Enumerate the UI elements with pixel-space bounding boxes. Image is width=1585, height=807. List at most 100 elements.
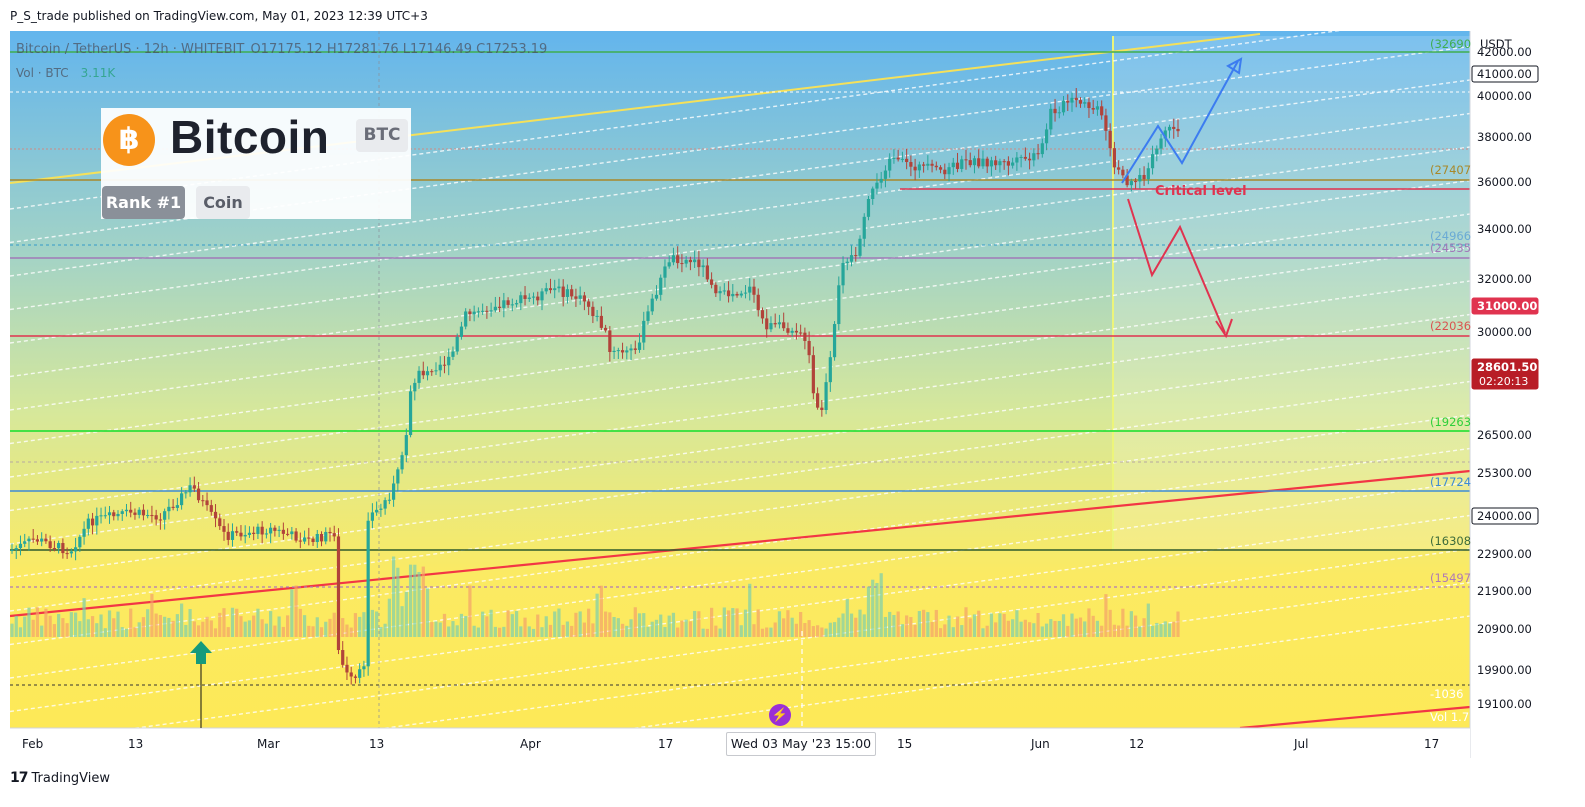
candle-body: [328, 531, 332, 534]
candle-body: [379, 508, 383, 510]
volume-bar: [247, 620, 252, 637]
candle-body: [1125, 175, 1129, 186]
level-tags: (32690 (27407 (24966(24535 (22036 (19263 (177…: [1430, 37, 1471, 724]
volume-bar: [370, 609, 374, 637]
candle-body: [523, 295, 527, 299]
volume-bar: [455, 625, 459, 637]
candle-body: [243, 534, 247, 537]
candle-body: [1066, 100, 1070, 103]
volume-bar: [273, 625, 277, 637]
volume-bar: [230, 607, 235, 637]
candle-body: [705, 265, 709, 280]
candles: [10, 87, 1180, 685]
legend-vol-label: Vol · BTC: [16, 66, 69, 80]
candle-body: [1006, 161, 1010, 166]
volume-bar: [693, 610, 697, 637]
volume-bar: [722, 607, 726, 637]
volume-bar: [290, 589, 294, 637]
candle-body: [926, 163, 930, 166]
candle-body: [69, 551, 73, 554]
volume-bar: [731, 608, 735, 637]
candle-body: [1146, 168, 1150, 180]
bitcoin-logo-icon: ฿: [103, 114, 155, 166]
volume-bar: [625, 625, 629, 637]
volume-bar: [828, 622, 832, 637]
candle-body: [218, 518, 222, 527]
candle-body: [760, 310, 765, 319]
candle-body: [697, 259, 701, 268]
volume-bar: [319, 627, 324, 637]
candle-body: [1142, 174, 1146, 180]
volume-bar: [239, 616, 243, 637]
time-tick-label: Feb: [22, 737, 43, 751]
volume-bar: [1053, 620, 1057, 637]
candle-body: [938, 167, 943, 170]
volume-bar: [765, 627, 769, 637]
candle-body: [1159, 138, 1163, 149]
channel-line: [10, 179, 1471, 378]
projection-up-arrowhead: [1226, 57, 1243, 75]
candle-body: [900, 158, 904, 160]
volume-bar: [926, 612, 930, 637]
channel-line: [10, 548, 1471, 746]
level-tag: (27407: [1430, 163, 1471, 177]
volume-bar: [1078, 617, 1083, 637]
volume-bar: [171, 620, 175, 637]
volume-bar: [1040, 626, 1044, 637]
candle-body: [1117, 167, 1121, 170]
volume-bar: [48, 615, 52, 637]
candle-body: [201, 500, 205, 502]
time-tick-label: 17: [1424, 737, 1439, 751]
candle-body: [637, 342, 642, 350]
candle-body: [862, 216, 866, 239]
volume-bar: [61, 618, 65, 637]
volume-bar: [726, 610, 731, 637]
volume-bar: [1138, 626, 1142, 637]
volume-bar: [1134, 615, 1138, 637]
candle-body: [99, 515, 103, 517]
volume-bar: [1032, 623, 1036, 637]
candle-body: [527, 297, 531, 299]
volume-bar: [489, 609, 493, 637]
volume-bar: [807, 620, 811, 637]
volume-bar: [981, 628, 985, 637]
lightning-icon[interactable]: ⚡: [769, 704, 791, 726]
volume-bar: [735, 608, 739, 637]
price-tick-label: 40000.00: [1477, 89, 1532, 103]
volume-bar: [1036, 613, 1040, 637]
volume-bar: [663, 627, 667, 637]
volume-bar: [578, 611, 582, 637]
candle-body: [917, 164, 921, 171]
volume-bar: [311, 626, 315, 637]
volume-bar: [1083, 621, 1087, 637]
candle-body: [447, 356, 451, 366]
candle-body: [782, 322, 786, 329]
volume-bar: [900, 624, 904, 637]
volume-bar: [184, 624, 188, 637]
candle-body: [222, 526, 226, 532]
volume-bar: [553, 611, 557, 637]
candle-body: [934, 165, 938, 168]
candle-body: [226, 531, 230, 540]
volume-bar: [35, 607, 40, 637]
tradingview-logo[interactable]: 17 TradingView: [10, 770, 110, 786]
channel-line: [10, 79, 1471, 277]
candle-body: [790, 330, 794, 333]
axis-currency[interactable]: USDT: [1480, 37, 1512, 51]
publisher-banner: P_S_trade published on TradingView.com, …: [10, 9, 428, 23]
channel-line: [10, 246, 1471, 445]
candle-body: [875, 182, 879, 189]
volume-bar: [1066, 625, 1070, 637]
volume-bar: [951, 627, 955, 637]
volume-bar: [684, 619, 688, 637]
price-chart[interactable]: 42000.00 40000.00 38000.00 36000.00 34000.00…: [10, 31, 1558, 758]
candle-body: [1019, 156, 1023, 158]
price-badge-text: 24000.00: [1477, 509, 1532, 523]
candle-body: [1074, 97, 1078, 101]
channel-line: [10, 514, 1471, 713]
candle-body: [989, 160, 994, 167]
volume-bar: [498, 627, 502, 637]
candle-body: [722, 290, 726, 292]
candle-body: [52, 548, 56, 550]
volume-bar: [917, 611, 921, 637]
